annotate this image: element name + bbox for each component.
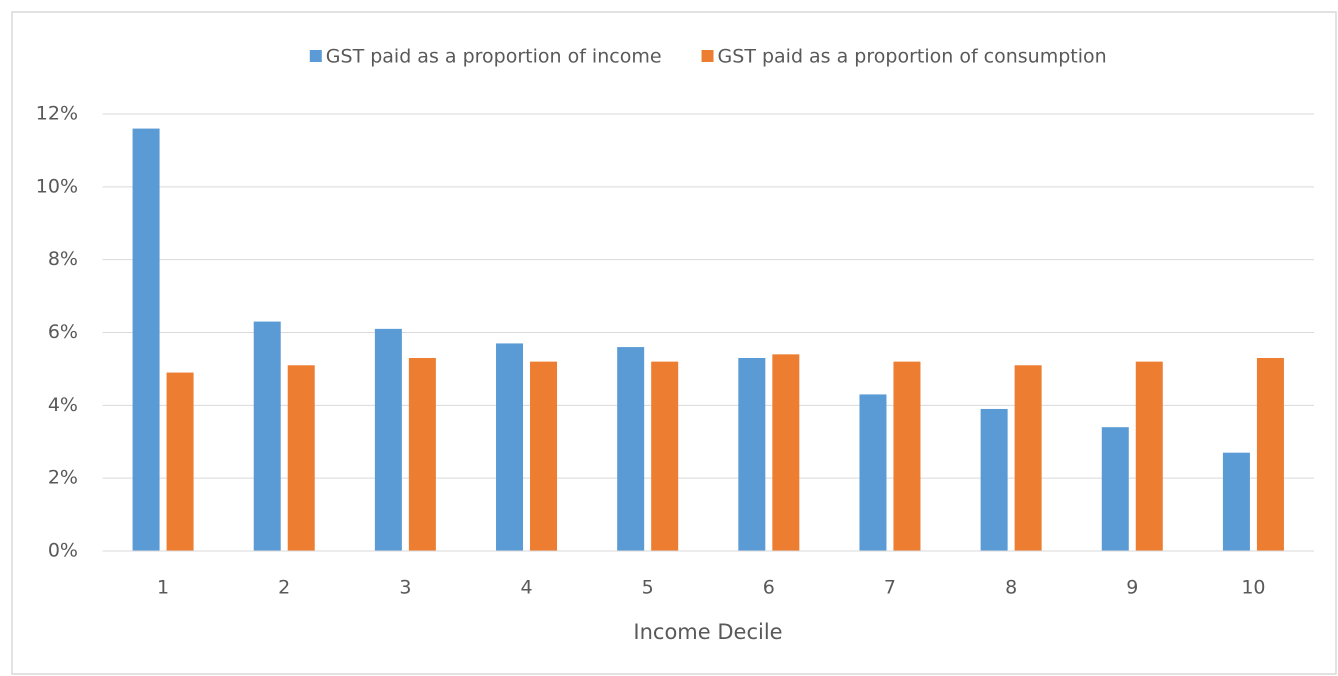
chart-frame bbox=[11, 11, 1337, 675]
x-tick-label: 5 bbox=[642, 577, 654, 599]
bar bbox=[166, 372, 194, 551]
bar bbox=[772, 354, 800, 551]
y-tick-label: 6% bbox=[48, 321, 78, 343]
bar bbox=[738, 357, 766, 551]
bar bbox=[1256, 357, 1284, 551]
bar bbox=[1101, 427, 1129, 551]
bar bbox=[374, 328, 402, 551]
bar bbox=[287, 365, 315, 551]
x-tick-label: 2 bbox=[278, 577, 290, 599]
bar bbox=[1135, 361, 1163, 551]
y-tick-label: 8% bbox=[48, 248, 78, 270]
legend-label: GST paid as a proportion of consumption bbox=[718, 46, 1107, 68]
legend-label: GST paid as a proportion of income bbox=[326, 46, 662, 68]
bar bbox=[651, 361, 679, 551]
bar bbox=[496, 343, 524, 551]
y-tick-label: 12% bbox=[36, 103, 78, 125]
legend-swatch bbox=[309, 50, 322, 62]
y-tick-label: 2% bbox=[48, 467, 78, 489]
x-tick-label: 3 bbox=[399, 577, 411, 599]
x-tick-label: 4 bbox=[520, 577, 532, 599]
y-tick-label: 0% bbox=[48, 540, 78, 562]
bar bbox=[1222, 452, 1250, 551]
bar bbox=[980, 408, 1008, 551]
x-axis-title: Income Decile bbox=[633, 620, 782, 644]
bar bbox=[1014, 365, 1042, 551]
x-tick-label: 7 bbox=[884, 577, 896, 599]
bar bbox=[132, 128, 160, 552]
bar bbox=[253, 321, 281, 551]
x-tick-label: 10 bbox=[1241, 577, 1265, 599]
y-tick-label: 10% bbox=[36, 175, 78, 197]
bar bbox=[408, 357, 436, 551]
bar bbox=[893, 361, 921, 551]
legend-swatch bbox=[701, 50, 714, 62]
x-tick-label: 1 bbox=[157, 577, 169, 599]
x-tick-label: 8 bbox=[1005, 577, 1017, 599]
bar bbox=[530, 361, 558, 551]
bar bbox=[859, 394, 887, 551]
x-tick-label: 9 bbox=[1126, 577, 1138, 599]
x-tick-label: 6 bbox=[763, 577, 775, 599]
bar bbox=[617, 347, 645, 551]
y-tick-label: 4% bbox=[48, 394, 78, 416]
